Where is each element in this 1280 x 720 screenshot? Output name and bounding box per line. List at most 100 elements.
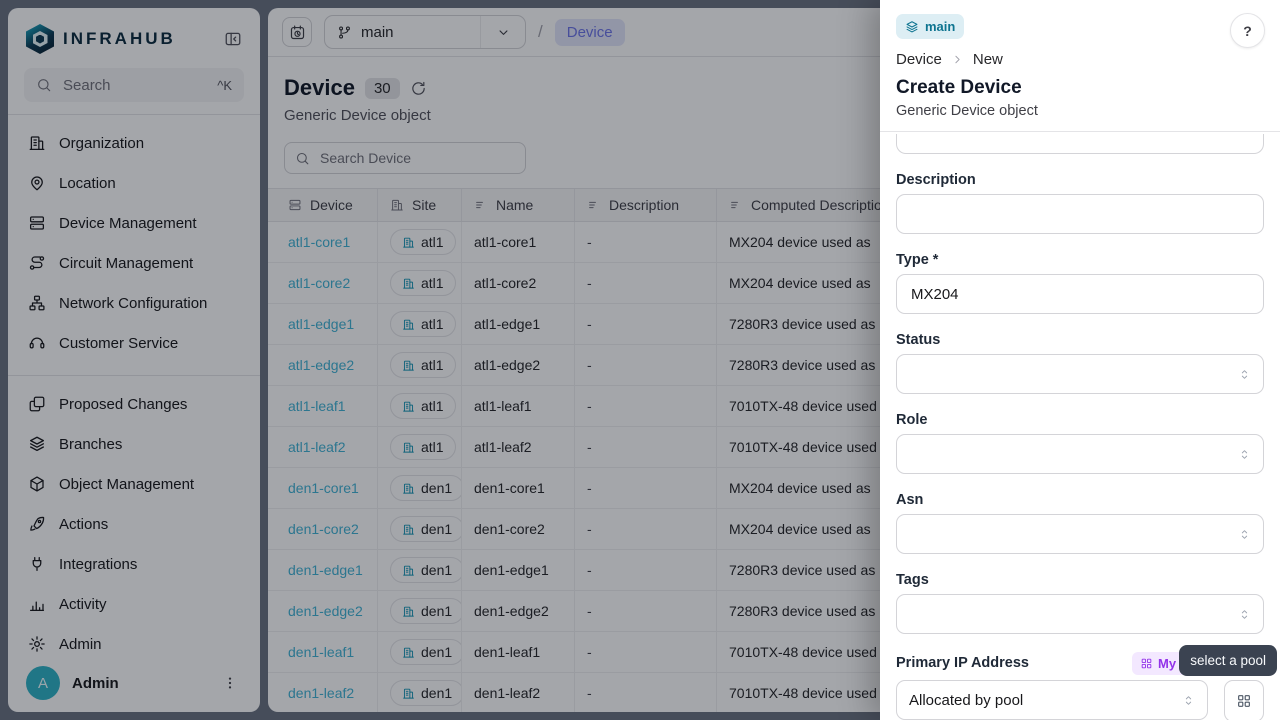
field-label: Asn [896, 492, 924, 508]
device-link[interactable]: atl1-core2 [288, 275, 351, 291]
cell-computed-description: 7010TX-48 device used [729, 685, 877, 701]
table-row[interactable]: atl1-core1 atl1 atl1-core1- MX204 device us… [268, 222, 1280, 263]
cell-computed-description: 7280R3 device used as [729, 357, 876, 373]
tags-select[interactable] [896, 594, 1264, 634]
cell-name: atl1-leaf2 [462, 427, 575, 467]
table-row[interactable]: den1-core1 den1 den1-core1- MX204 device us… [268, 468, 1280, 509]
device-link[interactable]: atl1-leaf2 [288, 439, 346, 455]
kebab-menu-icon[interactable] [218, 671, 242, 695]
sidebar-item-actions[interactable]: Actions [24, 504, 244, 544]
device-link[interactable]: den1-core2 [288, 521, 359, 537]
device-link[interactable]: den1-edge1 [288, 562, 363, 578]
table-row[interactable]: den1-edge2 den1 den1-edge2-7280R3 device u… [268, 591, 1280, 632]
clipped-field[interactable] [896, 134, 1264, 154]
device-link[interactable]: atl1-edge1 [288, 316, 355, 332]
site-pill[interactable]: atl1 [390, 393, 456, 419]
bar-chart-icon [28, 595, 46, 613]
table-row[interactable]: atl1-edge1 atl1 atl1-edge1-7280R3 device u… [268, 304, 1280, 345]
table-row[interactable]: atl1-edge2 atl1 atl1-edge2-7280R3 device u… [268, 345, 1280, 386]
column-header-device[interactable]: Device [268, 189, 378, 221]
device-link[interactable]: atl1-leaf1 [288, 398, 346, 414]
site-pill[interactable]: atl1 [390, 311, 456, 337]
sidebar-item-label: Admin [59, 635, 102, 653]
table-row[interactable]: den1-core2 den1 den1-core2- MX204 device us… [268, 509, 1280, 550]
object-search[interactable] [284, 142, 526, 174]
sidebar-item-customer-service[interactable]: Customer Service [24, 323, 244, 363]
table-row[interactable]: atl1-leaf2 atl1 atl1-leaf2-7010TX-48 devic… [268, 427, 1280, 468]
asn-select[interactable] [896, 514, 1264, 554]
rocket-icon [28, 515, 46, 533]
site-pill[interactable]: den1 [390, 639, 461, 665]
user-menu[interactable]: A Admin [24, 664, 244, 700]
breadcrumb-object[interactable]: Device [554, 18, 625, 46]
search-input[interactable] [61, 75, 209, 95]
site-pill[interactable]: atl1 [390, 229, 456, 255]
sidebar-search[interactable]: ^K [24, 68, 244, 102]
cell-description: - [575, 345, 717, 385]
sidebar-item-label: Branches [59, 435, 123, 453]
cell-device: atl1-edge2 [268, 345, 378, 385]
site-pill[interactable]: atl1 [390, 270, 456, 296]
sidebar-item-proposed-changes[interactable]: Proposed Changes [24, 384, 244, 424]
user-name: Admin [72, 674, 119, 692]
type-input-inner[interactable] [909, 284, 1251, 304]
description-input[interactable] [896, 194, 1264, 234]
sidebar-item-admin[interactable]: Admin [24, 624, 244, 664]
help-button[interactable]: ? [1230, 13, 1265, 48]
site-pill[interactable]: den1 [390, 557, 461, 583]
time-travel-button[interactable] [282, 17, 312, 47]
sidebar-item-label: Activity [59, 595, 107, 613]
table-row[interactable]: atl1-core2 atl1 atl1-core2- MX204 device us… [268, 263, 1280, 304]
sidebar-item-activity[interactable]: Activity [24, 584, 244, 624]
drawer-crumb-object[interactable]: Device [896, 51, 942, 68]
column-header-site[interactable]: Site [378, 189, 462, 221]
layers-icon [905, 20, 919, 34]
column-header-computed-description[interactable]: Computed Description [717, 189, 1280, 221]
device-link[interactable]: den1-leaf1 [288, 644, 355, 660]
refresh-icon[interactable] [410, 80, 427, 97]
site-pill[interactable]: den1 [390, 516, 461, 542]
column-header-description[interactable]: Description [575, 189, 717, 221]
device-link[interactable]: atl1-core1 [288, 234, 351, 250]
sidebar-item-network-configuration[interactable]: Network Configuration [24, 283, 244, 323]
site-pill[interactable]: atl1 [390, 352, 456, 378]
sidebar-collapse-icon[interactable] [224, 30, 242, 48]
role-select[interactable] [896, 434, 1264, 474]
device-link[interactable]: den1-leaf2 [288, 685, 355, 701]
sidebar-item-object-management[interactable]: Object Management [24, 464, 244, 504]
column-header-name[interactable]: Name [462, 189, 575, 221]
table-row[interactable]: den1-leaf2 den1 den1-leaf2-7010TX-48 devic… [268, 673, 1280, 712]
field-label: Tags [896, 572, 929, 588]
sidebar-item-integrations[interactable]: Integrations [24, 544, 244, 584]
type-input[interactable] [896, 274, 1264, 314]
site-pill[interactable]: atl1 [390, 434, 456, 460]
table-row[interactable]: atl1-leaf1 atl1 atl1-leaf1-7010TX-48 devic… [268, 386, 1280, 427]
table-body: atl1-core1 atl1 atl1-core1- MX204 device us… [268, 222, 1280, 712]
device-link[interactable]: den1-core1 [288, 480, 359, 496]
cell-name: den1-edge1 [462, 550, 575, 590]
sidebar-item-location[interactable]: Location [24, 163, 244, 203]
site-pill[interactable]: den1 [390, 475, 461, 501]
sidebar-item-label: Customer Service [59, 334, 179, 352]
table-row[interactable]: den1-leaf1 den1 den1-leaf1-7010TX-48 devic… [268, 632, 1280, 673]
status-select[interactable] [896, 354, 1264, 394]
sidebar-item-branches[interactable]: Branches [24, 424, 244, 464]
device-link[interactable]: atl1-edge2 [288, 357, 355, 373]
table-row[interactable]: den1-edge1 den1 den1-edge1-7280R3 device u… [268, 550, 1280, 591]
description-input-inner[interactable] [909, 204, 1251, 224]
sidebar-item-device-management[interactable]: Device Management [24, 203, 244, 243]
site-pill[interactable]: den1 [390, 680, 461, 706]
branch-selector[interactable]: main [324, 15, 526, 49]
sidebar-item-label: Circuit Management [59, 254, 194, 272]
object-search-input[interactable] [318, 149, 515, 167]
sidebar-item-organization[interactable]: Organization [24, 123, 244, 163]
select-pool-button[interactable] [1224, 680, 1264, 720]
server-icon [28, 214, 46, 232]
gear-icon [28, 635, 46, 653]
primary-ip-select[interactable]: Allocated by pool [896, 680, 1208, 720]
sidebar-item-circuit-management[interactable]: Circuit Management [24, 243, 244, 283]
site-pill[interactable]: den1 [390, 598, 461, 624]
device-link[interactable]: den1-edge2 [288, 603, 363, 619]
sidebar-item-label: Actions [59, 515, 109, 533]
field-type: Type * [896, 252, 1264, 314]
